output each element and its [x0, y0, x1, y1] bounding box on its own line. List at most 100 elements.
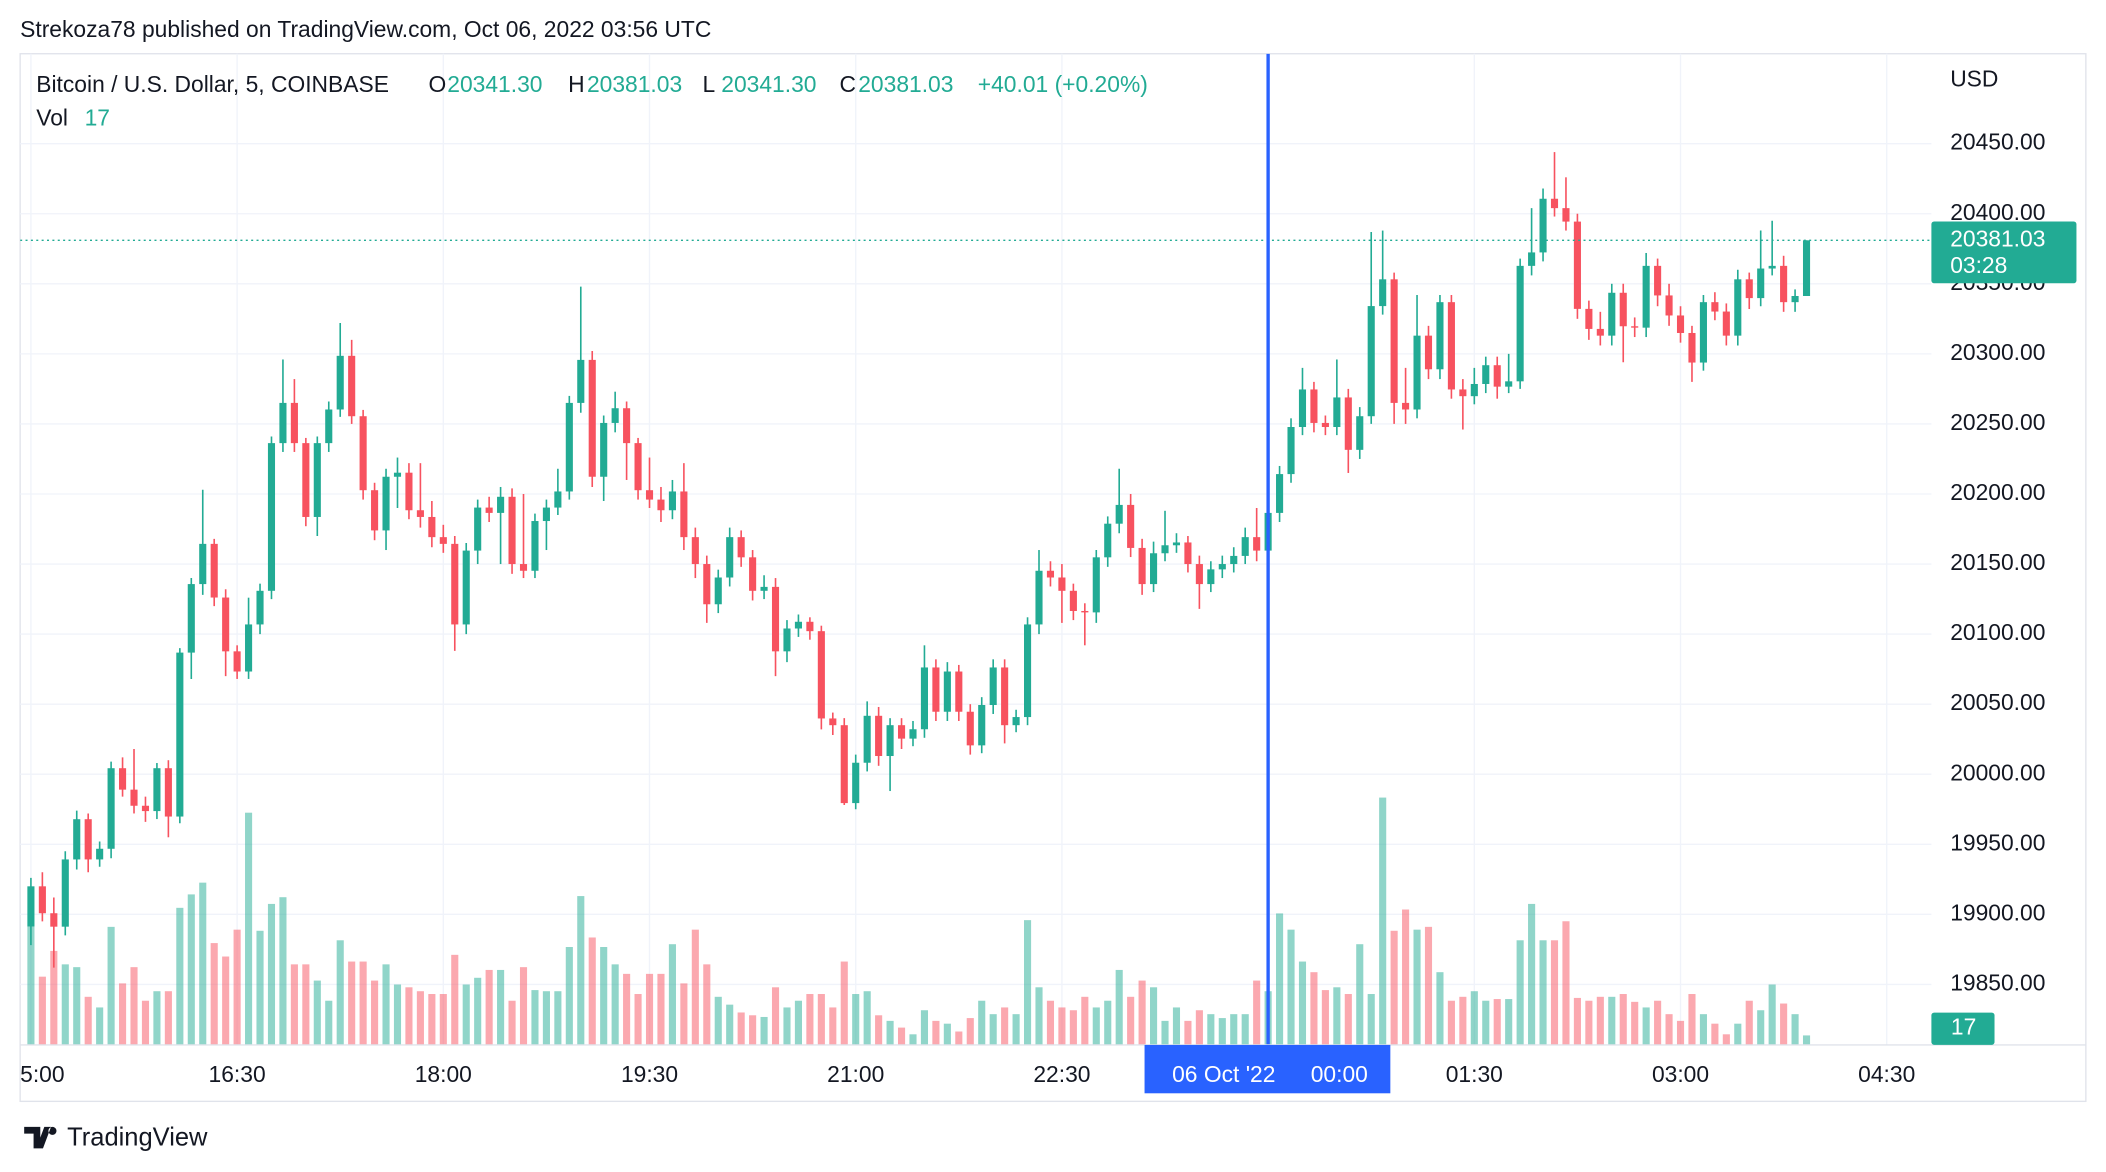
- volume-bar: [1757, 1010, 1765, 1045]
- candle-body: [897, 725, 906, 739]
- y-tick-label: 20000.00: [1950, 759, 2045, 785]
- volume-bar: [1642, 1007, 1650, 1045]
- brand-name: TradingView: [67, 1124, 208, 1152]
- volume-bar: [1447, 1000, 1455, 1045]
- x-tick-label: 04:30: [1858, 1061, 1915, 1087]
- volume-bar: [38, 976, 46, 1045]
- volume-bar: [657, 973, 665, 1045]
- volume-bar: [256, 930, 264, 1045]
- candle-body: [176, 652, 184, 817]
- volume-bar: [61, 964, 69, 1045]
- volume-bar: [1207, 1014, 1215, 1045]
- candle-body: [1218, 564, 1226, 570]
- volume-bar: [1023, 920, 1032, 1045]
- candle-body: [1539, 198, 1547, 253]
- candle-body: [130, 789, 138, 806]
- candle-body: [38, 886, 46, 914]
- volume-bar: [1482, 1000, 1490, 1045]
- volume-bar: [577, 896, 585, 1045]
- y-tick-label: 19900.00: [1950, 899, 2045, 925]
- volume-bar: [886, 1020, 894, 1045]
- candle-body: [1184, 542, 1192, 565]
- candle-body: [1550, 198, 1559, 209]
- volume-bar: [359, 961, 367, 1045]
- x-tick-label: 19:30: [621, 1061, 678, 1087]
- volume-bar: [1241, 1014, 1249, 1045]
- volume-bar: [302, 964, 310, 1045]
- volume-bar: [1001, 1007, 1009, 1045]
- candle-body: [989, 667, 997, 706]
- footer-brand: TradingView: [24, 1124, 208, 1152]
- volume-box: [1931, 1012, 1995, 1045]
- volume-bar: [771, 987, 780, 1045]
- volume-bar: [1150, 987, 1158, 1045]
- candle-body: [1699, 302, 1707, 363]
- candle-body: [817, 631, 825, 719]
- candle-body: [542, 507, 550, 522]
- volume-bar: [1768, 984, 1776, 1045]
- volume-bar: [382, 964, 390, 1045]
- volume-bar: [794, 1000, 802, 1045]
- candle-body: [1287, 427, 1295, 475]
- candle-body: [806, 621, 814, 632]
- candle-body: [1413, 335, 1421, 410]
- candle-body: [1768, 265, 1776, 269]
- candle-body: [1276, 474, 1284, 513]
- candle-body: [875, 715, 883, 757]
- candle-body: [119, 768, 127, 790]
- volume-bar: [1470, 991, 1478, 1045]
- candle-body: [519, 564, 528, 571]
- legend-value: 20341.30: [721, 71, 816, 97]
- candle-body: [703, 564, 711, 605]
- crosshair-time-box: [1144, 1044, 1391, 1094]
- y-tick-label: 20450.00: [1950, 129, 2045, 155]
- volume-bar: [1104, 1000, 1112, 1045]
- candle-body: [1802, 240, 1811, 296]
- volume-bar: [1436, 972, 1444, 1045]
- candle-body: [1356, 416, 1364, 450]
- candle-body: [955, 671, 963, 712]
- volume-bar: [1287, 929, 1295, 1045]
- volume-bar: [1585, 1000, 1593, 1045]
- legend-vol-value: 17: [85, 105, 110, 131]
- candle-body: [508, 496, 516, 565]
- volume-bar: [1699, 1014, 1707, 1045]
- volume-bar: [737, 1012, 745, 1045]
- candle-body: [749, 557, 757, 591]
- volume-bar: [817, 994, 825, 1045]
- candle-body: [771, 586, 780, 652]
- volume-bar: [245, 812, 253, 1045]
- volume-bar: [1081, 996, 1089, 1045]
- countdown-label: 03:28: [1950, 252, 2007, 278]
- candle-body: [588, 359, 596, 477]
- volume-bar: [668, 944, 676, 1045]
- candle-body: [1619, 292, 1627, 327]
- candle-body: [382, 476, 390, 531]
- volume-bar: [1344, 994, 1352, 1045]
- candle-body: [1447, 302, 1455, 390]
- candle-body: [1321, 422, 1329, 428]
- volume-bar: [519, 967, 528, 1045]
- volume-bar: [1115, 969, 1123, 1045]
- candle-body: [359, 416, 367, 491]
- legend-value: 20381.03: [858, 71, 953, 97]
- volume-bar: [176, 907, 184, 1045]
- volume-bar: [1596, 996, 1604, 1045]
- x-tick-label: 21:00: [827, 1061, 884, 1087]
- volume-bar: [1058, 1007, 1066, 1045]
- volume-bar: [141, 1000, 150, 1045]
- volume-bar: [153, 991, 161, 1045]
- candle-body: [1081, 610, 1089, 613]
- candle-body: [439, 537, 447, 544]
- volume-bar: [1367, 994, 1375, 1045]
- volume-bar: [1424, 926, 1433, 1045]
- candle-body: [1734, 279, 1742, 336]
- y-tick-label: 20300.00: [1950, 339, 2045, 365]
- candle-body: [1791, 295, 1799, 303]
- volume-bar: [783, 1007, 791, 1045]
- legend-key: C: [839, 71, 856, 97]
- candle-body: [279, 402, 287, 444]
- candle-body: [1069, 590, 1077, 611]
- axes: 19850.00 19900.00 19950.00 20000.00 20050.00…: [20, 129, 2077, 1094]
- volume-bar: [371, 980, 379, 1045]
